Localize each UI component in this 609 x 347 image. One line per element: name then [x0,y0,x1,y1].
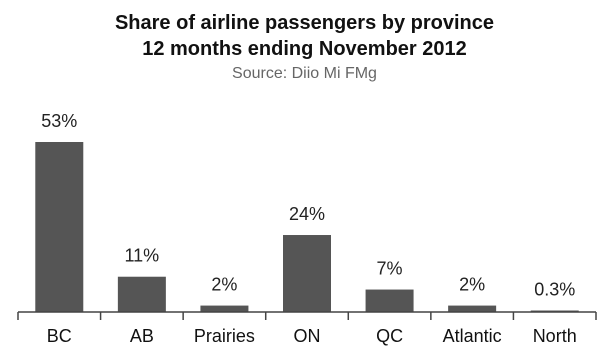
x-tick-label-atlantic: Atlantic [443,326,502,346]
bars-layer [35,142,579,312]
x-tick-label-bc: BC [47,326,72,346]
x-tick-label-ab: AB [130,326,154,346]
bar-on [283,235,331,312]
x-tick-label-qc: QC [376,326,403,346]
x-tick-label-north: North [533,326,577,346]
bar-prairies [200,305,249,312]
bar-atlantic [448,305,497,312]
value-label-qc: 7% [377,259,403,279]
value-label-atlantic: 2% [459,275,485,295]
value-label-on: 24% [289,204,325,224]
value-label-bc: 53% [41,111,77,131]
x-tick-label-on: ON [294,326,321,346]
value-label-prairies: 2% [211,275,237,295]
chart-source: Source: Diio Mi FMg [232,65,377,82]
bar-ab [117,276,166,312]
bar-bc [35,142,84,312]
value-labels-layer: 53% 11% 2% 24% 7% 2% 0.3% [41,111,575,300]
bar-qc [365,289,414,312]
value-label-north: 0.3% [534,280,575,300]
value-label-ab: 11% [125,246,160,266]
x-tick-label-prairies: Prairies [194,326,255,346]
chart-title: Share of airline passengers by province [115,12,494,34]
x-axis: BC AB Prairies ON QC Atlantic North [17,311,597,346]
chart-subtitle: 12 months ending November 2012 [142,38,467,60]
